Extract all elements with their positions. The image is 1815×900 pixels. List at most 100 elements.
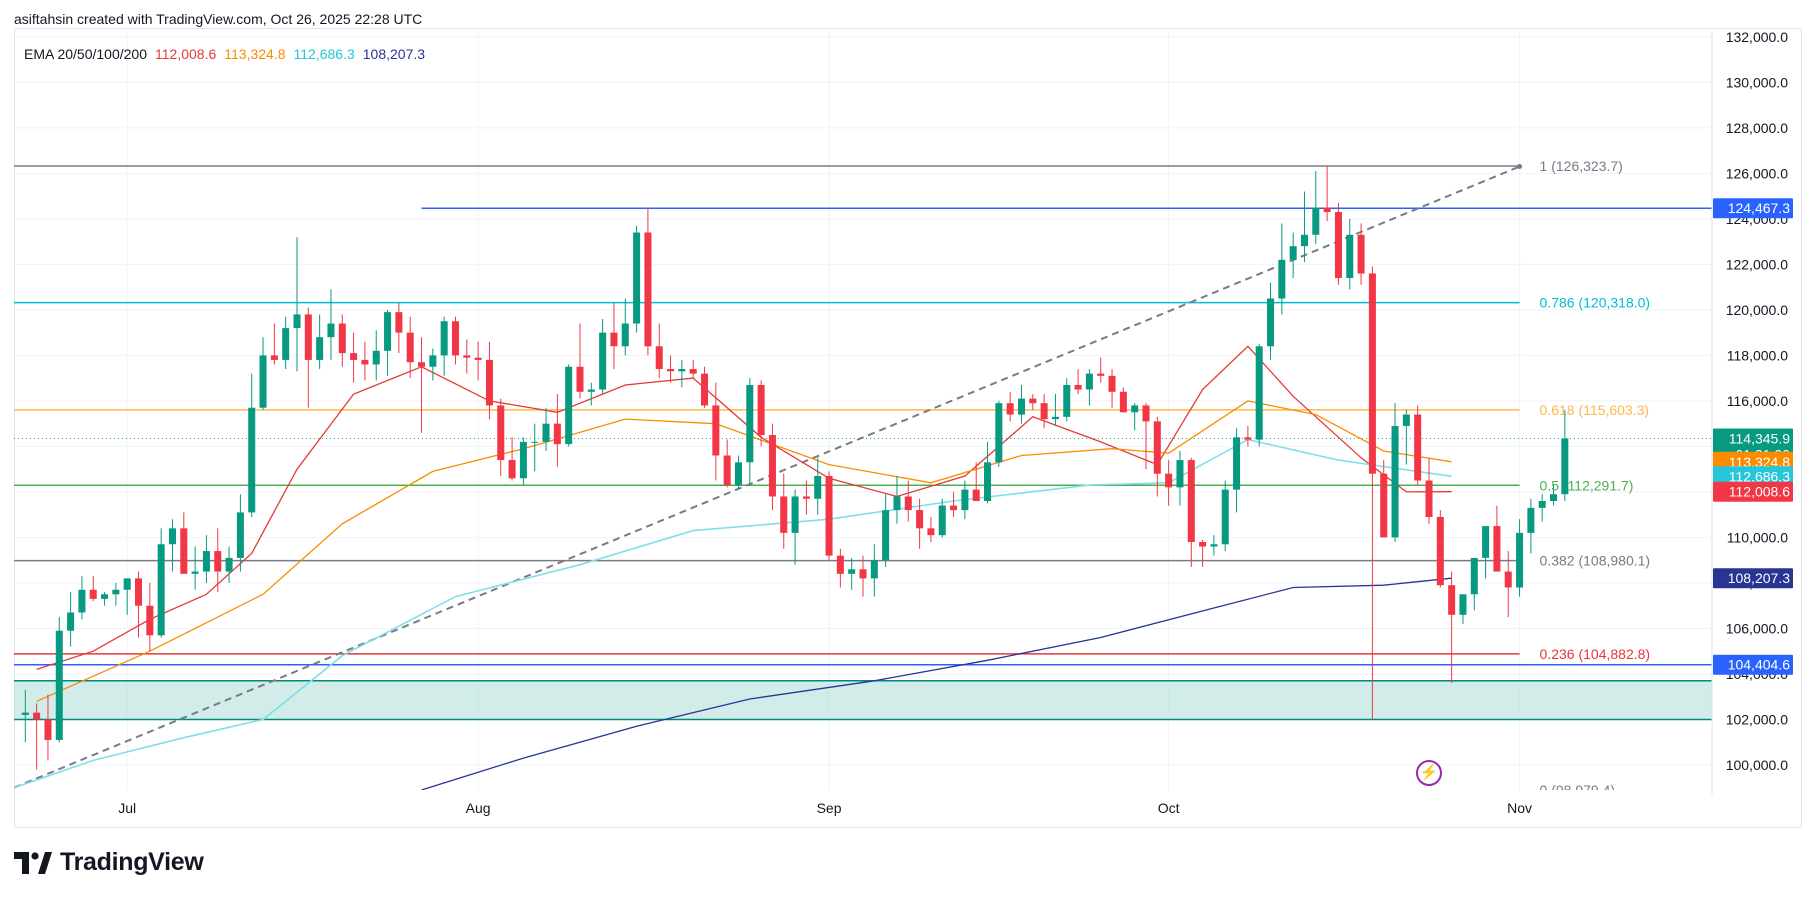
ema-line [36,400,1452,702]
candle-body [1425,480,1433,517]
candle-body [67,612,75,631]
y-tick-label: 128,000.0 [1726,120,1788,136]
ema-legend[interactable]: EMA 20/50/100/200 112,008.6 113,324.8 112,6… [24,46,433,62]
candle-body [802,496,810,499]
candle-body [508,460,516,479]
candle-body [101,594,109,599]
candle-body [361,359,369,365]
candle-body [248,407,256,513]
candle-body [1244,437,1252,440]
candle-body [1063,384,1071,417]
candle-body [236,512,244,558]
fib-level-label: 1 (126,323.7) [1540,158,1623,174]
y-tick-label: 100,000.0 [1726,757,1788,773]
candle-body [1470,557,1478,595]
time-axis[interactable]: Jul Aug Sep Oct Nov [118,800,1532,816]
candle-body [882,510,890,561]
candle-body [961,489,969,511]
trendline-handle [1517,164,1523,170]
candle-body [893,496,901,511]
fib-level-label: 0.382 (108,980.1) [1540,553,1651,569]
fib-level-label: 0.786 (120,318.0) [1540,295,1651,311]
candle-body [1210,544,1218,547]
fibonacci-levels[interactable]: 1 (126,323.7) 0.786 (120,318.0) 0.618 (115… [14,158,1650,798]
trendline-layer[interactable] [14,164,1523,789]
candle-body [135,578,143,606]
candle-body [55,630,63,740]
candle-body [1108,375,1116,392]
horizontal-lines [14,207,1712,666]
candle-body [723,455,731,486]
candle-body [870,560,878,579]
candle-body [791,496,799,533]
candle-body [1323,207,1331,213]
candle-body [1391,425,1399,538]
x-tick-label: Aug [466,800,491,816]
candle-body [1199,541,1207,547]
candle-body [214,551,222,572]
candle-body [1289,246,1297,260]
price-badge-text: 108,207.3 [1728,570,1790,586]
candle-body [984,462,992,502]
candle-body [463,355,471,358]
candle-body [1368,273,1376,474]
candle-body [587,389,595,392]
x-tick-label: Oct [1158,800,1180,816]
ema-20-value: 112,008.6 [155,46,217,62]
candle-body [1278,259,1286,299]
candle-body [293,314,301,329]
price-badges: 124,467.3114,345.901:31:29113,324.8112,6… [1713,198,1793,675]
candle-body [734,462,742,486]
candle-body [1074,384,1082,390]
price-badge [1713,466,1793,487]
lightning-icon[interactable]: ⚡ [1416,760,1442,786]
ema-legend-label: EMA 20/50/100/200 [24,46,147,62]
candle-body [33,712,41,720]
candle-body [972,489,980,502]
candle-body [259,355,267,408]
candle-body [406,332,414,363]
candle-body [1051,416,1059,420]
candle-body [1312,207,1320,235]
candle-body [553,423,561,445]
candle-body [1176,460,1184,488]
candle-body [1085,373,1093,390]
candle-body [757,384,765,436]
candle-body [282,328,290,360]
y-tick-label: 118,000.0 [1727,347,1788,363]
y-tick-label: 102,000.0 [1726,711,1788,727]
y-tick-label: 122,000.0 [1726,256,1788,272]
candle-body [440,321,448,356]
candle-body [1334,212,1342,279]
tradingview-logo[interactable]: TradingView [14,848,204,877]
candle-body [1142,405,1150,422]
candle-body [633,232,641,324]
candle-body [565,366,573,445]
candle-body [1448,585,1456,615]
candle-body [157,544,165,636]
candle-body [1402,414,1410,426]
price-badge-text: 112,686.3 [1729,468,1790,484]
candle-body [1300,234,1308,247]
price-badge [1713,198,1793,219]
candle-body [1527,507,1535,533]
candle-body [1561,438,1569,495]
candle-body [168,528,176,545]
price-axis[interactable]: 100,000.0102,000.0104,000.0106,000.0108,… [1711,29,1788,795]
candle-body [519,441,527,479]
trendline [14,165,1520,789]
candle-body [938,505,946,536]
candle-body [485,359,493,406]
candle-body [304,314,312,360]
candle-body [667,369,675,372]
candle-body [1459,594,1467,615]
price-badge [1713,481,1793,502]
y-tick-label: 110,000.0 [1727,529,1788,545]
candle-body [780,496,788,533]
candle-body [225,557,233,572]
candle-body [21,712,29,715]
candle-body [78,589,86,613]
candle-body [712,405,720,456]
candle-body [610,332,618,347]
